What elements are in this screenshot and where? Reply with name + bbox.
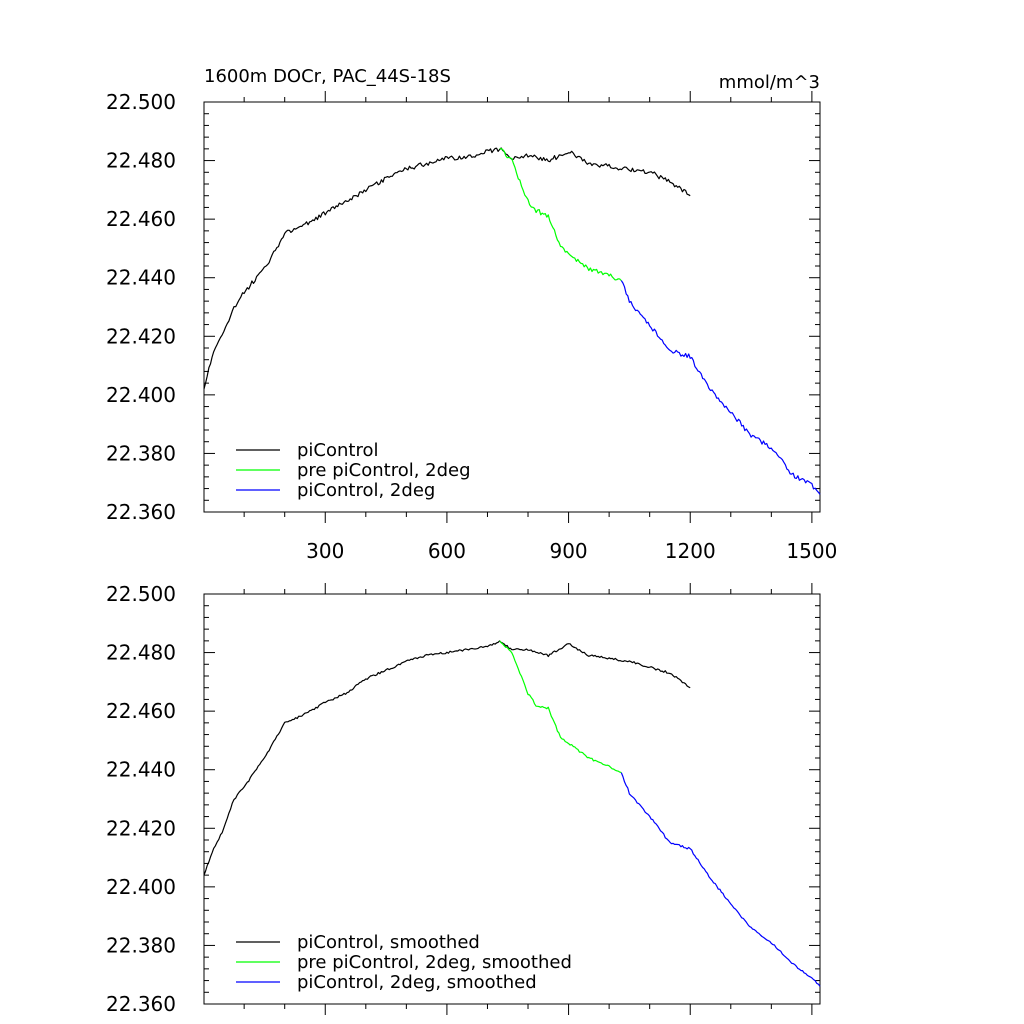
- legend-label-1: piControl, smoothed: [297, 932, 480, 953]
- chart-title: 1600m DOCr, PAC_44S-18S: [204, 66, 451, 87]
- legend-label-2: pre piControl, 2deg: [297, 460, 471, 481]
- series-line-2: [499, 148, 622, 282]
- y-tick-label: 22.480: [106, 641, 176, 665]
- x-tick-label: 1500: [786, 539, 837, 563]
- series-line-1: [203, 640, 691, 876]
- legend-label-2: pre piControl, 2deg, smoothed: [297, 952, 572, 973]
- y-tick-label: 22.460: [106, 207, 176, 231]
- series-line-1: [203, 147, 691, 390]
- y-tick-label: 22.420: [106, 816, 176, 840]
- y-tick-label: 22.500: [106, 582, 176, 606]
- y-tick-label: 22.420: [106, 324, 176, 348]
- x-tick-label: 600: [428, 539, 466, 563]
- x-tick-label: 900: [549, 539, 587, 563]
- y-tick-label: 22.360: [106, 992, 176, 1016]
- y-tick-label: 22.440: [106, 758, 176, 782]
- y-tick-label: 22.460: [106, 699, 176, 723]
- plot-frame: [203, 101, 821, 513]
- x-tick-label: 300: [306, 539, 344, 563]
- y-tick-label: 22.360: [106, 500, 176, 524]
- plot-frame: [203, 593, 821, 1005]
- series-line-3: [620, 280, 821, 495]
- series-line-3: [620, 772, 821, 987]
- y-tick-label: 22.500: [106, 90, 176, 114]
- x-tick-label: 1200: [665, 539, 716, 563]
- chart-panel-1: 300 600 900 1200 1500 22.360 22.380 22.400 22.42…: [106, 66, 837, 563]
- legend-label-3: piControl, 2deg, smoothed: [297, 972, 537, 993]
- chart-panel-2: 22.360 22.380 22.400 22.420 22.440 22.460 22.4…: [106, 582, 821, 1016]
- y-tick-label: 22.380: [106, 441, 176, 465]
- legend-label-1: piControl: [297, 440, 379, 461]
- legend-label-3: piControl, 2deg: [297, 480, 435, 501]
- y-tick-label: 22.440: [106, 266, 176, 290]
- y-tick-label: 22.400: [106, 383, 176, 407]
- series-line-2: [499, 640, 622, 774]
- units-label: mmol/m^3: [719, 72, 820, 93]
- y-tick-label: 22.480: [106, 149, 176, 173]
- y-tick-label: 22.380: [106, 933, 176, 957]
- y-tick-label: 22.400: [106, 875, 176, 899]
